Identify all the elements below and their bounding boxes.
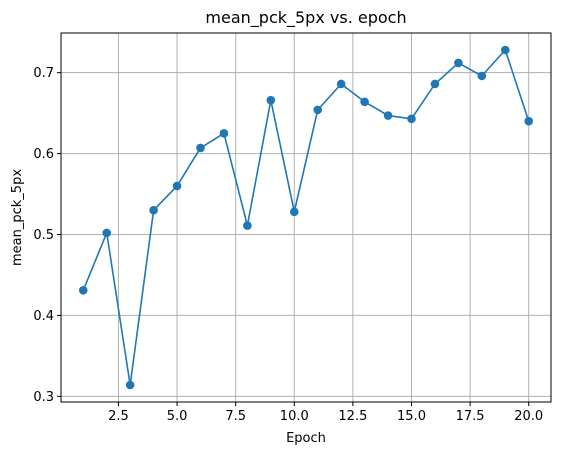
data-point (383, 111, 393, 120)
x-tick-label: 15.0 (397, 409, 426, 424)
x-tick-label: 10.0 (280, 409, 309, 424)
data-point (500, 45, 510, 55)
x-tick-label: 17.5 (456, 409, 485, 424)
x-tick-label: 7.5 (225, 409, 246, 424)
series-layer (78, 45, 534, 390)
data-point (196, 143, 205, 153)
data-point (149, 205, 158, 215)
y-axis-ticks: 0.3 0.4 0.5 0.6 0.7 (33, 66, 61, 405)
y-tick-label: 0.5 (33, 228, 54, 243)
data-point (125, 380, 135, 390)
series-line (82, 49, 530, 386)
data-point (313, 105, 323, 115)
data-point (454, 58, 463, 68)
y-tick-label: 0.7 (33, 66, 54, 81)
x-axis-ticks: 2.5 5.0 7.5 10.0 12.5 15.0 17.5 20.0 (108, 402, 543, 424)
data-point (266, 95, 276, 105)
data-point (360, 97, 369, 107)
grid (61, 33, 551, 402)
data-point (430, 79, 440, 89)
x-tick-label: 5.0 (167, 409, 188, 424)
data-point (289, 207, 299, 217)
data-point (102, 228, 112, 238)
data-point (78, 286, 88, 295)
x-tick-label: 2.5 (108, 409, 129, 424)
x-tick-label: 20.0 (514, 409, 543, 424)
chart-title: mean_pck_5px vs. epoch (205, 8, 406, 28)
x-axis-label: Epoch (286, 431, 326, 446)
data-point (172, 181, 182, 191)
data-point (407, 114, 416, 124)
plot-frame (60, 32, 552, 403)
y-tick-label: 0.3 (33, 390, 54, 405)
data-point (336, 79, 346, 89)
data-point (243, 221, 252, 230)
y-tick-label: 0.4 (33, 309, 54, 324)
y-tick-label: 0.6 (33, 147, 54, 162)
data-point (219, 129, 229, 138)
data-point (477, 71, 487, 81)
x-tick-label: 12.5 (338, 409, 367, 424)
data-point (524, 116, 534, 126)
y-axis-label: mean_pck_5px (10, 169, 25, 266)
